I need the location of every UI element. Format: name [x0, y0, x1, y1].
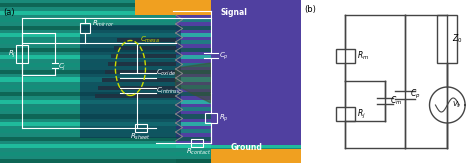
- Text: $R_j$: $R_j$: [357, 107, 366, 121]
- Bar: [175, 18, 210, 22]
- Text: (b): (b): [304, 5, 316, 14]
- Bar: [175, 48, 210, 52]
- Bar: [175, 11, 210, 15]
- Bar: [0, 77, 301, 82]
- Text: $C_j$: $C_j$: [58, 61, 66, 73]
- Bar: [0, 85, 301, 89]
- Bar: [175, 159, 210, 163]
- Bar: [175, 40, 210, 44]
- Bar: [117, 38, 175, 42]
- Text: Signal: Signal: [221, 8, 247, 17]
- Text: $R_p$: $R_p$: [219, 112, 228, 124]
- Bar: [175, 122, 210, 126]
- Bar: [0, 144, 301, 148]
- Bar: [108, 62, 175, 66]
- Text: $R_m$: $R_m$: [357, 50, 370, 62]
- Polygon shape: [175, 63, 210, 103]
- Bar: [80, 25, 181, 138]
- Bar: [95, 94, 175, 98]
- Bar: [105, 70, 175, 74]
- Bar: [175, 85, 210, 89]
- Bar: [0, 70, 301, 74]
- Bar: [336, 107, 356, 121]
- Text: $Z_0$: $Z_0$: [452, 33, 463, 45]
- Bar: [175, 26, 210, 30]
- Bar: [175, 63, 210, 67]
- Text: (a): (a): [3, 8, 15, 17]
- Bar: [136, 124, 147, 132]
- Bar: [175, 137, 210, 141]
- Bar: [99, 86, 175, 90]
- Bar: [101, 78, 175, 82]
- Bar: [175, 77, 210, 82]
- Bar: [205, 113, 217, 123]
- Text: Ground: Ground: [231, 143, 263, 153]
- Bar: [0, 152, 301, 156]
- Bar: [175, 114, 210, 119]
- Bar: [0, 18, 301, 22]
- Bar: [0, 122, 301, 126]
- Bar: [136, 0, 210, 15]
- Bar: [114, 46, 175, 50]
- Text: $R_{contact}$: $R_{contact}$: [186, 147, 211, 157]
- Bar: [16, 45, 28, 63]
- Text: $C_m$: $C_m$: [390, 95, 402, 107]
- Text: $C_{mesa}$: $C_{mesa}$: [140, 35, 160, 45]
- Bar: [175, 107, 210, 111]
- Text: $C_p$: $C_p$: [219, 50, 228, 62]
- Bar: [0, 114, 301, 119]
- Text: $C_p$: $C_p$: [410, 88, 420, 101]
- Bar: [336, 49, 356, 63]
- Bar: [438, 15, 457, 63]
- Bar: [80, 23, 90, 33]
- Bar: [175, 55, 210, 59]
- Bar: [0, 107, 301, 111]
- Bar: [0, 55, 301, 59]
- Bar: [0, 33, 301, 37]
- Bar: [210, 149, 301, 163]
- Bar: [175, 70, 210, 74]
- Bar: [191, 139, 203, 147]
- Bar: [0, 3, 301, 7]
- Bar: [0, 92, 301, 96]
- Bar: [175, 152, 210, 156]
- Bar: [0, 129, 301, 133]
- Text: $R_j$: $R_j$: [8, 48, 16, 60]
- Text: $C_{oxide}$: $C_{oxide}$: [155, 68, 175, 78]
- Bar: [0, 63, 301, 67]
- Bar: [175, 3, 210, 7]
- Bar: [0, 137, 301, 141]
- Bar: [175, 0, 301, 145]
- Text: $R_{sheet}$: $R_{sheet}$: [130, 132, 151, 142]
- Bar: [0, 26, 301, 30]
- Bar: [0, 48, 301, 52]
- Bar: [175, 92, 210, 96]
- Bar: [0, 40, 301, 44]
- Bar: [175, 33, 210, 37]
- Bar: [175, 129, 210, 133]
- Bar: [175, 100, 210, 104]
- Bar: [175, 144, 210, 148]
- Text: $C_{intrinsic}$: $C_{intrinsic}$: [155, 86, 182, 96]
- Text: $R_{mirror}$: $R_{mirror}$: [92, 19, 115, 29]
- Bar: [0, 11, 301, 15]
- Bar: [111, 54, 175, 58]
- Bar: [0, 159, 301, 163]
- Bar: [0, 100, 301, 104]
- Text: $V_s$: $V_s$: [452, 100, 462, 110]
